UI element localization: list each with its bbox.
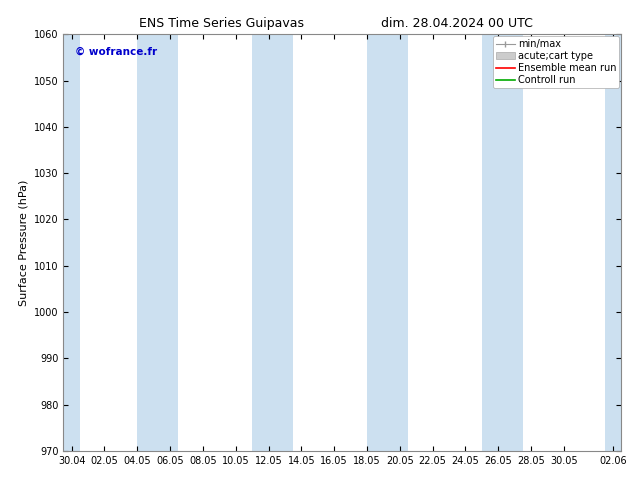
Bar <box>252 34 293 451</box>
Bar <box>367 34 408 451</box>
Y-axis label: Surface Pressure (hPa): Surface Pressure (hPa) <box>18 179 29 306</box>
Text: dim. 28.04.2024 00 UTC: dim. 28.04.2024 00 UTC <box>380 17 533 30</box>
Legend: min/max, acute;cart type, Ensemble mean run, Controll run: min/max, acute;cart type, Ensemble mean … <box>493 36 619 88</box>
Bar <box>482 34 523 451</box>
Text: © wofrance.fr: © wofrance.fr <box>75 47 157 57</box>
Bar <box>605 34 621 451</box>
Bar <box>63 34 80 451</box>
Bar <box>137 34 178 451</box>
Text: ENS Time Series Guipavas: ENS Time Series Guipavas <box>139 17 304 30</box>
